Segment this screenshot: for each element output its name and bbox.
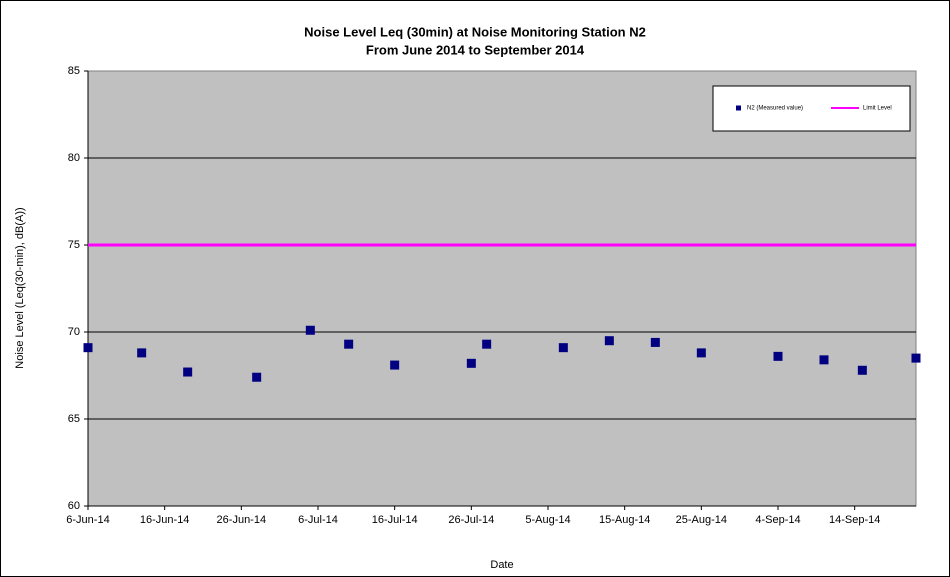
y-tick-label: 65 [68, 413, 80, 425]
data-point [650, 337, 660, 347]
chart-title: Noise Level Leq (30min) at Noise Monitor… [304, 24, 646, 39]
data-point [558, 343, 568, 353]
x-tick-label: 6-Jul-14 [298, 514, 338, 526]
chart-subtitle: From June 2014 to September 2014 [366, 42, 585, 57]
data-point [344, 339, 354, 349]
data-point [390, 360, 400, 370]
y-tick-label: 85 [68, 65, 80, 77]
legend-label: Limit Level [863, 106, 892, 112]
data-point [466, 358, 476, 368]
data-point [305, 325, 315, 335]
legend-box [712, 85, 911, 132]
plot-area [87, 70, 917, 507]
y-tick-label: 80 [68, 152, 80, 164]
x-tick-label: 16-Jul-14 [372, 514, 418, 526]
data-point [183, 367, 193, 377]
x-tick-label: 16-Jun-14 [140, 514, 190, 526]
x-tick-label: 4-Sep-14 [755, 514, 800, 526]
x-tick-label: 5-Aug-14 [525, 514, 570, 526]
data-point [819, 355, 829, 365]
legend-swatch [736, 105, 741, 111]
y-tick-label: 70 [68, 326, 80, 338]
x-tick-label: 15-Aug-14 [599, 514, 650, 526]
y-tick-label: 60 [68, 500, 80, 512]
x-tick-label: 25-Aug-14 [676, 514, 727, 526]
y-tick-label: 75 [68, 239, 80, 251]
data-point [604, 336, 614, 346]
data-point [696, 348, 706, 358]
x-tick-label: 14-Sep-14 [829, 514, 880, 526]
legend-label: N2 (Measured value) [747, 106, 803, 112]
x-tick-label: 6-Jun-14 [66, 514, 109, 526]
x-tick-label: 26-Jul-14 [448, 514, 494, 526]
data-point [252, 372, 262, 382]
data-point [911, 353, 921, 363]
x-axis-label: Date [490, 559, 513, 571]
data-point [773, 351, 783, 361]
data-point [137, 348, 147, 358]
data-point [482, 339, 492, 349]
data-point [83, 343, 93, 353]
data-point [857, 365, 867, 375]
x-tick-label: 26-Jun-14 [217, 514, 267, 526]
y-axis-label: Noise Level (Leq(30-min), dB(A)) [14, 207, 26, 368]
